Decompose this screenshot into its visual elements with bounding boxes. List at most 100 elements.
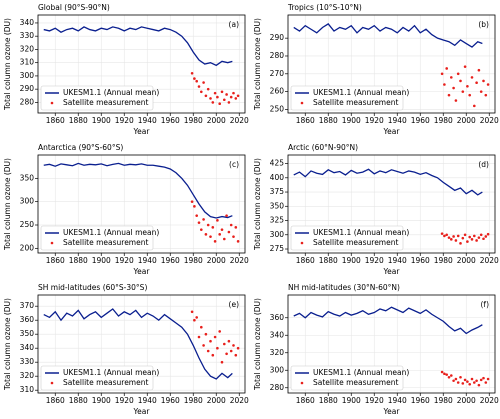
data-point [223,98,226,102]
x-axis-label: Year [133,127,151,136]
x-tick-label: 1940 [388,396,407,405]
legend-box [40,85,154,111]
legend-label: UKESM1.1 (Annual mean) [313,88,409,97]
x-tick-label: 1940 [138,396,157,405]
data-point [459,79,462,83]
data-point [468,235,472,239]
panel: Antarctica (90°S-60°S) 200 250 300 350 1860 18… [3,143,249,276]
data-point [447,236,451,239]
data-point [211,226,215,229]
data-point [200,90,203,94]
y-tick-label: 280 [270,51,285,60]
data-point [193,205,196,208]
y-tick-label: 320 [20,44,35,53]
x-tick-label: 1880 [69,116,88,125]
y-tick-label: 350 [270,201,285,210]
data-point [232,235,235,238]
x-tick-label: 1920 [115,396,134,405]
x-tick-label: 1920 [365,256,384,265]
x-tick-label: 1980 [184,396,203,405]
data-point [440,72,444,76]
x-tick-label: 2000 [207,396,226,405]
data-point [484,381,488,384]
y-tick-label: 260 [270,87,285,96]
data-point [190,71,194,75]
data-point [468,382,472,386]
data-point [466,380,469,383]
y-tick-label: 350 [20,329,35,338]
data-point [470,238,474,241]
x-tick-label: 2000 [207,116,226,125]
x-axis-label: Year [133,407,151,416]
x-tick-label: 1920 [115,256,134,265]
data-point [211,101,215,104]
data-point [229,223,233,227]
data-point [234,353,238,357]
panel-label: (d) [478,160,489,169]
y-tick-label: 330 [20,31,35,40]
y-tick-label: 300 [20,197,35,206]
data-point [461,90,465,93]
y-tick-label: 400 [270,173,285,182]
data-point [450,374,453,377]
y-tick-label: 300 [270,230,285,239]
x-tick-label: 1960 [161,116,180,125]
x-tick-label: 1880 [319,116,338,125]
y-axis-label: Total column ozone (DU) [3,158,12,251]
x-tick-label: 1980 [434,256,453,265]
panel: SH mid-latitudes (60°S-30°S) 310 320 330 340… [3,283,249,416]
data-point [473,234,476,238]
x-tick-label: 2000 [457,256,476,265]
data-point [206,223,210,227]
data-point [218,330,221,333]
plot-frame [287,154,496,254]
data-point [450,76,453,79]
data-point [443,234,446,238]
data-point [225,352,228,356]
panel-title: NH mid-latitudes (30°N-60°N) [288,283,400,292]
panel-label: (a) [229,20,240,29]
data-point [466,84,469,88]
data-point [459,242,462,245]
y-axis-label: Total column ozone (DU) [253,298,262,391]
x-tick-label: 1860 [46,256,65,265]
data-point [473,104,476,108]
data-point [452,86,455,90]
data-point [486,83,490,86]
data-line [43,26,233,67]
panel-label: (f) [481,300,490,309]
data-point [220,360,224,364]
x-axis-label: Year [383,267,401,276]
data-point [225,214,228,217]
y-tick-label: 250 [270,104,285,113]
data-line [293,23,483,48]
x-tick-label: 1960 [161,396,180,405]
legend-label: UKESM1.1 (Annual mean) [313,228,409,237]
data-point [440,370,444,374]
plot-frame [37,294,246,394]
data-point [445,233,449,237]
panel-title: Arctic (60°N-90°N) [288,143,358,152]
x-tick-label: 1860 [46,116,65,125]
legend-dot [50,101,54,105]
x-tick-label: 1940 [388,116,407,125]
x-tick-label: 1900 [342,116,361,125]
data-point [216,95,219,99]
x-tick-label: 1920 [365,116,384,125]
y-tick-label: 340 [20,18,35,27]
x-axis-label: Year [383,127,401,136]
data-point [234,226,238,229]
x-tick-label: 1880 [319,256,338,265]
data-point [227,339,231,343]
legend-label: Satellite measurement [313,378,398,387]
data-point [456,72,460,76]
legend-label: UKESM1.1 (Annual mean) [63,228,159,237]
data-point [454,99,458,102]
panel: Tropics (10°S-10°N) 250 260 270 280 290 1860 18… [253,3,499,136]
data-point [216,219,219,222]
data-point [459,375,462,379]
data-point [223,237,226,241]
data-point [200,325,203,329]
data-point [211,353,215,357]
